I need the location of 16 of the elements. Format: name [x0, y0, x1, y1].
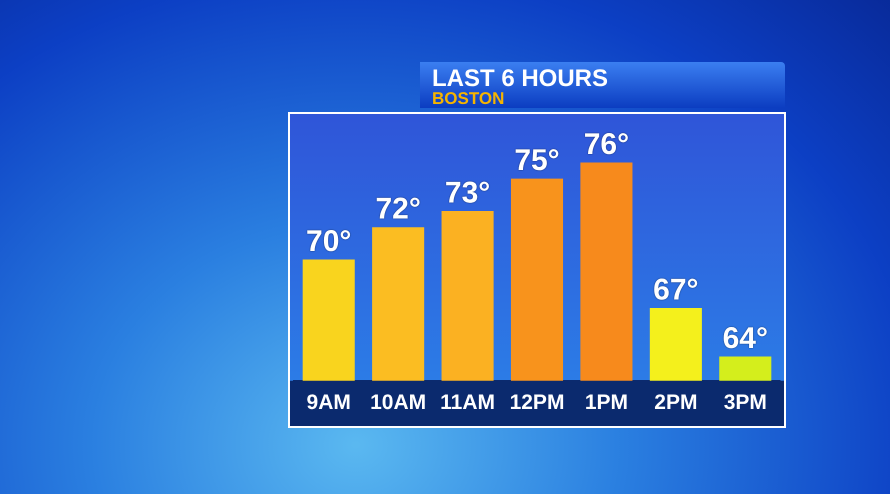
x-tick-label: 3PM: [724, 391, 767, 414]
data-label: 67°: [653, 273, 699, 306]
data-label: 75°: [514, 144, 560, 177]
x-tick-label: 11AM: [440, 391, 495, 414]
data-label: 64°: [722, 322, 768, 355]
x-tick-label: 12PM: [510, 391, 564, 414]
x-tick-label: 2PM: [654, 391, 698, 414]
data-label: 70°: [306, 224, 352, 258]
data-label: 76°: [584, 128, 630, 161]
x-tick-label: 1PM: [584, 391, 628, 414]
x-tick-label: 9AM: [306, 391, 351, 414]
chart-title: LAST 6 HOURS: [432, 65, 608, 92]
data-label: 72°: [375, 192, 421, 226]
data-label: 73°: [444, 176, 490, 210]
chart-subtitle: BOSTON: [432, 89, 504, 109]
x-tick-label: 10AM: [370, 391, 426, 414]
